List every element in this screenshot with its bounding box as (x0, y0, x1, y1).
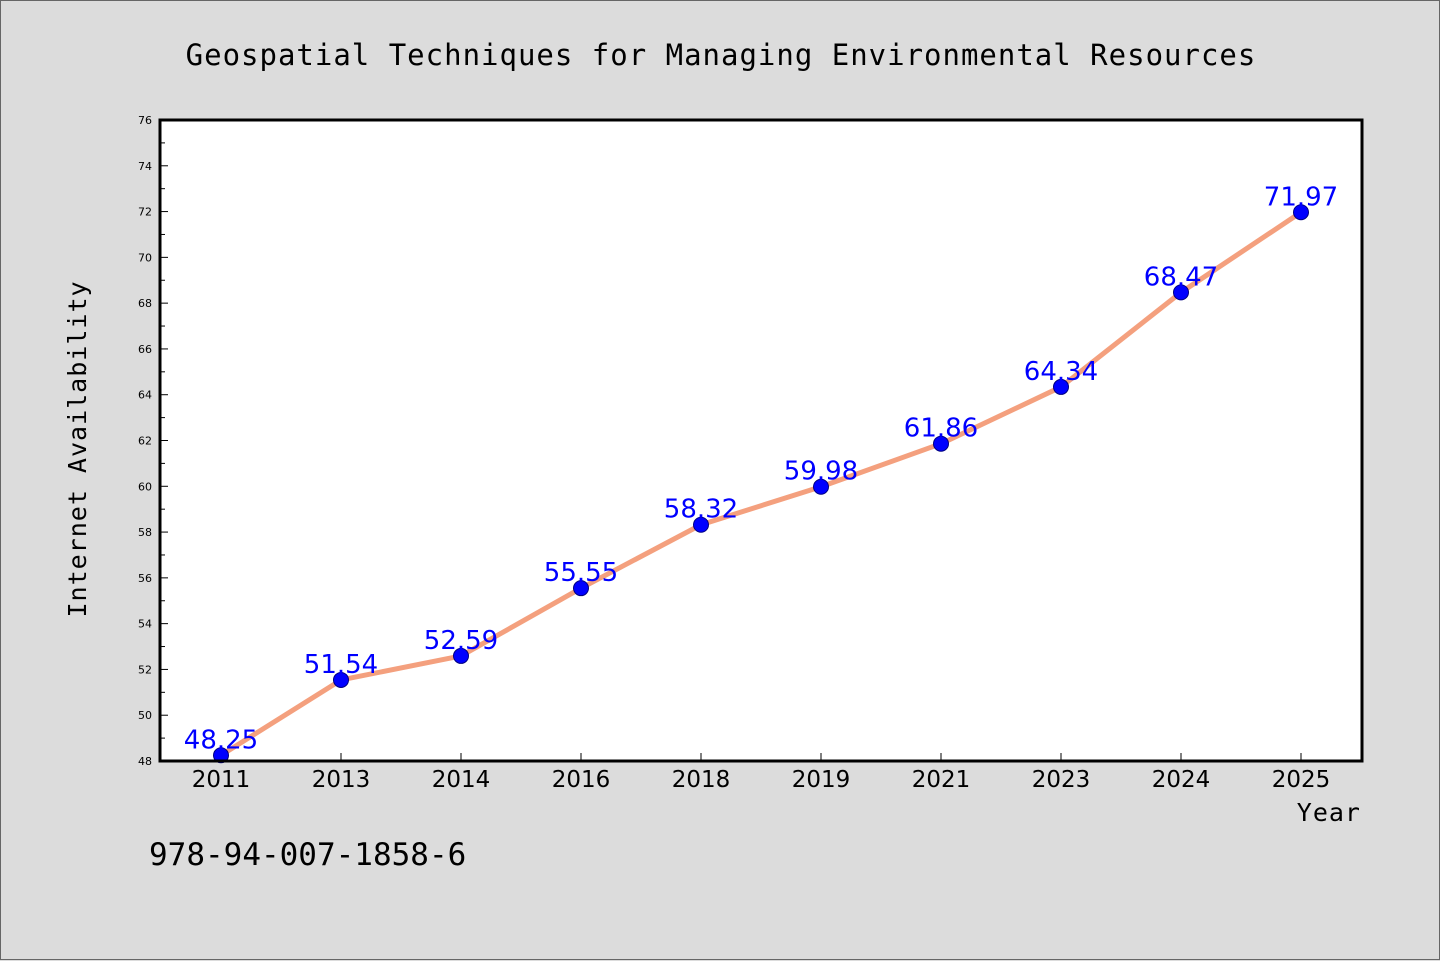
x-tick-label: 2019 (792, 767, 851, 793)
plot-area (160, 120, 1362, 761)
y-tick-label: 52 (138, 663, 152, 676)
data-point (213, 747, 229, 764)
y-tick-label: 60 (138, 480, 152, 493)
y-tick-label: 62 (138, 435, 152, 448)
data-point (693, 516, 709, 533)
data-label: 51.54 (304, 650, 378, 680)
data-label: 71.97 (1264, 182, 1338, 212)
data-point (1173, 284, 1189, 301)
chart-title: Geospatial Techniques for Managing Envir… (186, 38, 1257, 72)
data-point (813, 478, 829, 495)
x-tick-label: 2021 (912, 767, 971, 793)
data-label: 61.86 (904, 414, 978, 444)
y-axis-label: Internet Availability (63, 280, 92, 617)
x-axis-label: Year (1297, 798, 1361, 827)
y-tick-label: 64 (138, 389, 152, 402)
x-tick-label: 2016 (552, 767, 611, 793)
y-tick-label: 72 (138, 206, 152, 219)
x-tick-label: 2023 (1032, 767, 1091, 793)
data-label: 52.59 (424, 626, 498, 656)
y-tick-label: 56 (138, 572, 152, 585)
y-axis-ticks: 48 50 52 54 56 58 60 62 64 66 68 70 72 74 76 (138, 114, 168, 768)
x-tick-label: 2014 (432, 767, 491, 793)
x-tick-label: 2013 (312, 767, 371, 793)
data-point (1053, 378, 1069, 395)
data-label: 58.32 (664, 495, 738, 525)
x-tick-label: 2011 (192, 767, 251, 793)
data-label: 68.47 (1144, 262, 1218, 292)
data-labels: 48.25 51.54 52.59 55.55 58.32 59.98 61.86 64.34… (184, 182, 1338, 755)
isbn-text: 978-94-007-1858-6 (149, 837, 466, 873)
data-label: 48.25 (184, 725, 258, 755)
data-point (933, 435, 949, 452)
data-point (453, 647, 469, 664)
y-tick-label: 70 (138, 251, 152, 264)
y-tick-label: 58 (138, 526, 152, 539)
y-tick-label: 66 (138, 343, 152, 356)
data-point (333, 671, 349, 688)
data-markers (213, 204, 1309, 764)
y-tick-label: 76 (138, 114, 152, 127)
x-axis-ticks: 2011 2013 2014 2016 2018 2019 2021 2023 2024 2025 (192, 753, 1331, 793)
data-point (1293, 204, 1309, 221)
data-label: 64.34 (1024, 357, 1098, 387)
y-tick-label: 54 (138, 618, 152, 631)
data-label: 59.98 (784, 457, 858, 487)
series-line-group (219, 210, 1303, 758)
x-tick-label: 2024 (1152, 767, 1211, 793)
y-tick-label: 74 (138, 160, 152, 173)
x-tick-label: 2025 (1272, 767, 1331, 793)
y-tick-label: 48 (138, 755, 152, 768)
series-line (219, 210, 1303, 758)
data-label: 55.55 (544, 558, 618, 588)
y-tick-label: 68 (138, 297, 152, 310)
plot-border (158, 118, 1364, 763)
data-point (573, 580, 589, 597)
y-tick-label: 50 (138, 709, 152, 722)
x-tick-label: 2018 (672, 767, 731, 793)
